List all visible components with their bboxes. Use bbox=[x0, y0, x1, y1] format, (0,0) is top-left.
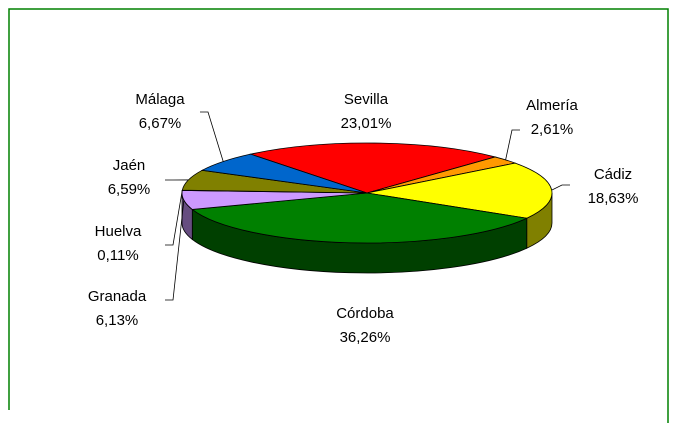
label-value: 18,63% bbox=[588, 190, 639, 207]
label-name: Málaga bbox=[135, 91, 185, 108]
label-value: 6,13% bbox=[96, 312, 139, 329]
leader-line bbox=[200, 111, 224, 162]
label-value: 0,11% bbox=[97, 247, 138, 264]
slice bbox=[200, 153, 368, 194]
label-name: Jaén bbox=[113, 157, 146, 174]
leader-line bbox=[551, 184, 570, 191]
label-name: Córdoba bbox=[336, 305, 394, 322]
label-value: 6,67% bbox=[139, 115, 182, 132]
leader-line bbox=[165, 200, 185, 301]
chart-frame bbox=[8, 8, 669, 423]
label-value: 2,61% bbox=[531, 121, 574, 138]
label-name: Cádiz bbox=[594, 166, 632, 183]
label-name: Sevilla bbox=[344, 91, 389, 108]
leader-line bbox=[505, 129, 520, 160]
slice bbox=[249, 142, 497, 194]
label-value: 36,26% bbox=[340, 329, 391, 346]
leader-line bbox=[165, 190, 183, 246]
slice bbox=[366, 162, 553, 219]
slice bbox=[191, 192, 529, 244]
label-value: 6,59% bbox=[108, 181, 151, 198]
label-name: Huelva bbox=[95, 223, 142, 240]
label-value: 23,01% bbox=[341, 115, 392, 132]
label-name: Almería bbox=[526, 97, 578, 114]
label-name: Granada bbox=[88, 288, 147, 305]
